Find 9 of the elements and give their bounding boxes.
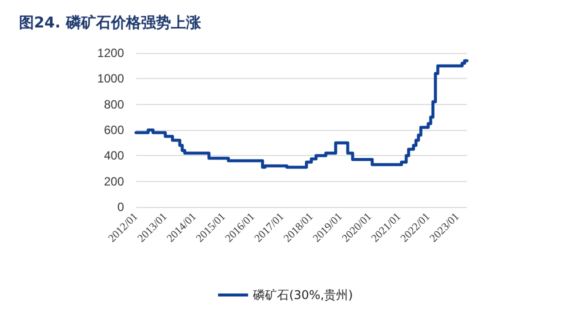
y-tick-label: 600 xyxy=(104,123,124,137)
y-tick-label: 200 xyxy=(104,174,124,188)
y-tick-label: 800 xyxy=(104,97,124,112)
legend-label: 磷矿石(30%,贵州) xyxy=(252,288,353,302)
y-tick-label: 1000 xyxy=(97,72,124,86)
y-tick-label: 0 xyxy=(117,200,124,214)
chart-title: 图24. 磷矿石价格强势上涨 xyxy=(19,14,202,32)
y-tick-label: 1200 xyxy=(97,46,124,60)
y-tick-label: 400 xyxy=(104,148,124,163)
